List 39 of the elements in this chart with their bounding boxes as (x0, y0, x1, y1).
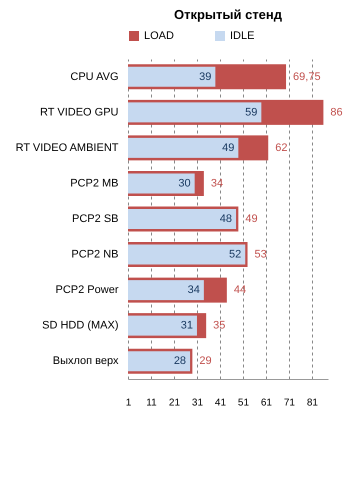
x-tick-label: 81 (306, 398, 318, 408)
data-label: 53 (254, 248, 267, 261)
x-tick-label: 41 (214, 398, 226, 408)
x-tick-label: 31 (192, 398, 204, 408)
data-label: 44 (234, 284, 246, 296)
data-label: 48 (220, 213, 232, 225)
data-label: 29 (199, 355, 212, 368)
data-label: 49 (245, 213, 258, 225)
y-tick-label: PCP2 NB (71, 248, 118, 261)
x-tick-label: 21 (168, 398, 180, 408)
x-tick-label: 71 (284, 398, 296, 408)
data-label: 30 (178, 177, 191, 190)
data-label: 49 (222, 142, 234, 154)
data-label: 39 (199, 70, 212, 83)
chart-title: Открытый стенд (174, 7, 283, 22)
y-tick-label: CPU AVG (70, 70, 118, 83)
y-tick-label: PCP2 Power (56, 284, 119, 296)
x-tick-label: 11 (146, 398, 158, 408)
data-label: 69,75 (293, 70, 321, 83)
data-label: 35 (213, 320, 226, 332)
data-label: 86 (330, 106, 343, 118)
data-label: 62 (275, 142, 288, 154)
data-label: 59 (245, 106, 258, 118)
y-tick-label: Выхлоп верх (52, 355, 119, 368)
data-label: 31 (180, 320, 193, 332)
data-label: 34 (210, 177, 224, 190)
data-label: 28 (174, 355, 186, 368)
y-tick-label: RT VIDEO GPU (40, 106, 119, 118)
data-label: 34 (188, 284, 200, 296)
x-tick-label: 1 (126, 398, 132, 408)
y-tick-label: PCP2 SB (72, 213, 118, 225)
y-tick-label: PCP2 MB (70, 177, 118, 190)
legend-label: LOAD (144, 30, 174, 42)
data-label: 52 (228, 248, 242, 261)
legend-label: IDLE (230, 30, 254, 42)
x-tick-label: 51 (238, 398, 250, 408)
y-tick-label: SD HDD (MAX) (42, 320, 118, 332)
y-tick-label: RT VIDEO AMBIENT (16, 142, 119, 154)
x-tick-label: 61 (260, 398, 272, 408)
